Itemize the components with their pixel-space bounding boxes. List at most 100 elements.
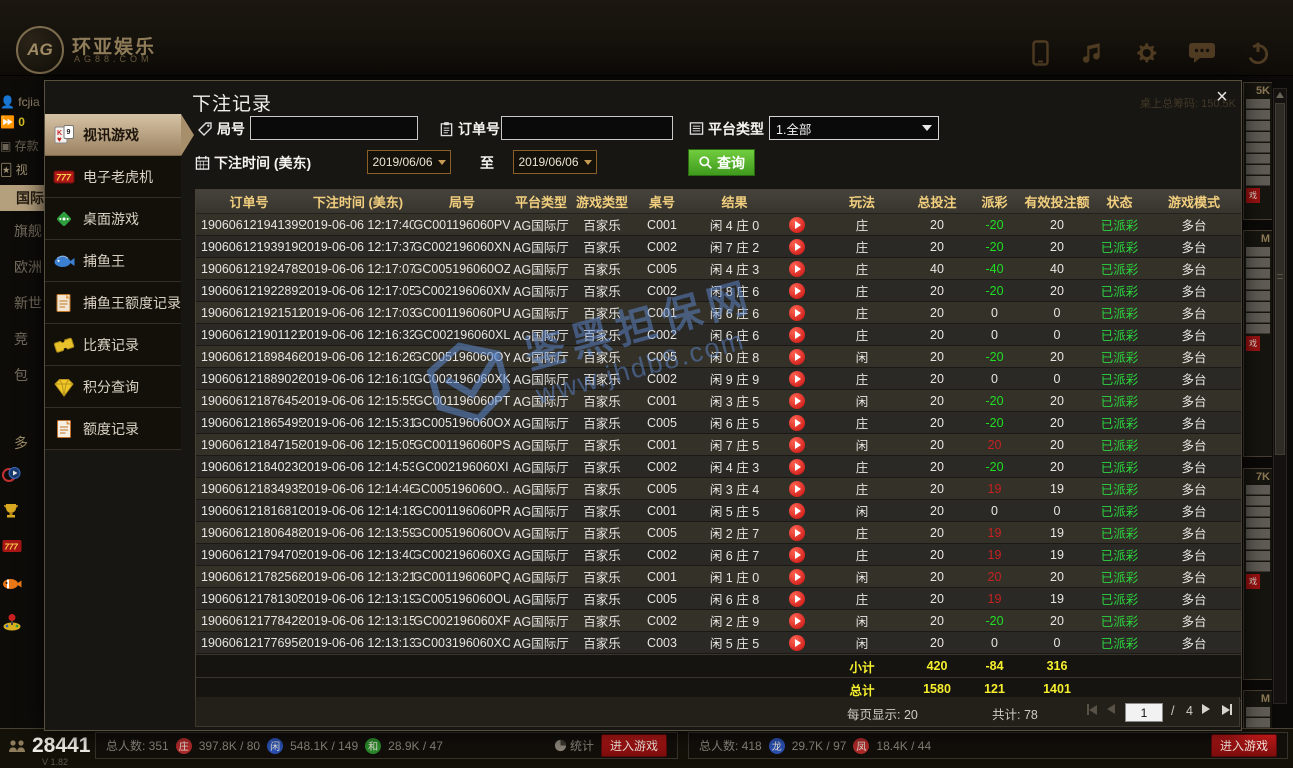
replay-button[interactable]: [789, 304, 805, 321]
total-count-label: 共计: 78: [992, 708, 1038, 722]
replay-button[interactable]: [789, 414, 805, 431]
platform-filter-label: 平台类型: [689, 115, 764, 142]
cell-play: 庄: [817, 368, 907, 390]
cell-play: 庄: [817, 302, 907, 324]
svg-text:♥: ♥: [57, 135, 62, 144]
stat-value: 397.8K / 80: [198, 738, 261, 753]
cell-status: 已派彩: [1092, 368, 1147, 390]
replay-button[interactable]: [789, 634, 805, 651]
menu-item-points[interactable]: 积分查询: [45, 366, 181, 408]
cell-replay: [777, 302, 817, 324]
statistics-button[interactable]: 统计: [554, 737, 594, 754]
scrollbar[interactable]: [1273, 88, 1287, 704]
cell-bet: 20: [907, 478, 967, 500]
badge-和: 和: [365, 737, 382, 754]
cell-platform: AG国际厅: [510, 566, 572, 588]
cell-platform: AG国际厅: [510, 632, 572, 654]
platform-select[interactable]: 1.全部: [769, 116, 939, 140]
menu-item-cards[interactable]: K ♥ 9 视讯游戏: [45, 114, 194, 156]
cell-platform: AG国际厅: [510, 302, 572, 324]
cell-table_no: C001: [632, 434, 692, 456]
search-button[interactable]: 查询: [688, 149, 755, 176]
music-icon[interactable]: [1078, 40, 1104, 66]
col-header-game_type: 游戏类型: [572, 190, 632, 214]
cell-round_id: GC001196060PS: [414, 434, 510, 456]
menu-item-dice[interactable]: 桌面游戏: [45, 198, 181, 240]
bg-nav-item: 包: [14, 367, 28, 383]
replay-button[interactable]: [789, 348, 805, 365]
cell-status: 已派彩: [1092, 302, 1147, 324]
scroll-thumb[interactable]: [1275, 103, 1285, 455]
badge-庄: 庄: [175, 737, 192, 754]
cell-platform: AG国际厅: [510, 588, 572, 610]
first-page-button[interactable]: [1087, 704, 1097, 715]
svg-text:777: 777: [5, 543, 19, 552]
replay-button[interactable]: [789, 458, 805, 475]
ticket-icon: [53, 334, 75, 356]
menu-item-slot[interactable]: 777 电子老虎机: [45, 156, 181, 198]
summary-row: 总计 1580 121 1401: [196, 677, 1241, 700]
cell-valid_bet: 0: [1022, 368, 1092, 390]
page-input[interactable]: [1125, 703, 1163, 722]
summary-total-bet: 420: [926, 659, 948, 673]
replay-button[interactable]: [789, 480, 805, 497]
date-from-select[interactable]: 2019/06/06: [367, 150, 451, 174]
cell-play: 庄: [817, 478, 907, 500]
cell-platform: AG国际厅: [510, 280, 572, 302]
cell-mode: 多台: [1147, 368, 1241, 390]
scroll-up-icon[interactable]: [1276, 92, 1284, 98]
replay-button[interactable]: [789, 502, 805, 519]
cell-mode: 多台: [1147, 500, 1241, 522]
col-header-mode: 游戏模式: [1147, 190, 1241, 214]
cell-bet_time: 2019-06-06 12:13:21: [302, 566, 414, 588]
menu-item-ticket[interactable]: 比赛记录: [45, 324, 181, 366]
replay-button[interactable]: [789, 590, 805, 607]
enter-game-button[interactable]: 进入游戏: [600, 734, 667, 757]
date-to-select[interactable]: 2019/06/06: [513, 150, 597, 174]
replay-button[interactable]: [789, 612, 805, 629]
replay-button[interactable]: [789, 370, 805, 387]
replay-button[interactable]: [789, 436, 805, 453]
cell-payout: 19: [967, 522, 1022, 544]
bottom-status-bar: 28441 V 1.82 总人数: 351 庄 397.8K / 80 闲 548.1K…: [0, 728, 1293, 768]
cell-play: 庄: [817, 280, 907, 302]
cell-bet_time: 2019-06-06 12:13:59: [302, 522, 414, 544]
bg-nav-item: 欧洲: [14, 259, 42, 275]
power-icon[interactable]: [1245, 40, 1271, 66]
bg-table-card: 7K 戏: [1243, 468, 1272, 680]
next-page-button[interactable]: [1202, 704, 1210, 714]
cell-round_id: GC005196060OZ: [414, 258, 510, 280]
replay-button[interactable]: [789, 260, 805, 277]
replay-button[interactable]: [789, 216, 805, 233]
cell-round_id: GC002196060XG: [414, 544, 510, 566]
menu-item-credit-record[interactable]: 额度记录: [45, 408, 181, 450]
enter-game-button[interactable]: 进入游戏: [1210, 734, 1277, 757]
round-input[interactable]: [250, 116, 418, 140]
replay-button[interactable]: [789, 392, 805, 409]
replay-button[interactable]: [789, 326, 805, 343]
cell-game_type: 百家乐: [572, 500, 632, 522]
cell-round_id: GC005196060O...: [414, 478, 510, 500]
cell-bet_time: 2019-06-06 12:15:05: [302, 434, 414, 456]
cell-play: 庄: [817, 456, 907, 478]
cell-bet: 20: [907, 544, 967, 566]
stat-value: 18.4K / 44: [876, 738, 932, 753]
close-icon[interactable]: ×: [1216, 86, 1228, 108]
replay-button[interactable]: [789, 524, 805, 541]
replay-button[interactable]: [789, 282, 805, 299]
chips-label: M: [1260, 233, 1270, 245]
last-page-button[interactable]: [1222, 704, 1232, 715]
cell-round_id: GC002196060XL: [414, 324, 510, 346]
menu-item-fish-record[interactable]: 捕鱼王额度记录: [45, 282, 181, 324]
order-input[interactable]: [501, 116, 673, 140]
prev-page-button[interactable]: [1107, 704, 1115, 714]
tag-icon: [198, 121, 212, 136]
settings-icon[interactable]: [1133, 40, 1159, 66]
phone-icon[interactable]: [1032, 40, 1049, 66]
replay-button[interactable]: [789, 546, 805, 563]
replay-button[interactable]: [789, 568, 805, 585]
cell-payout: -20: [967, 610, 1022, 632]
menu-item-fish[interactable]: 捕鱼王: [45, 240, 181, 282]
replay-button[interactable]: [789, 238, 805, 255]
chat-icon[interactable]: [1188, 40, 1216, 66]
